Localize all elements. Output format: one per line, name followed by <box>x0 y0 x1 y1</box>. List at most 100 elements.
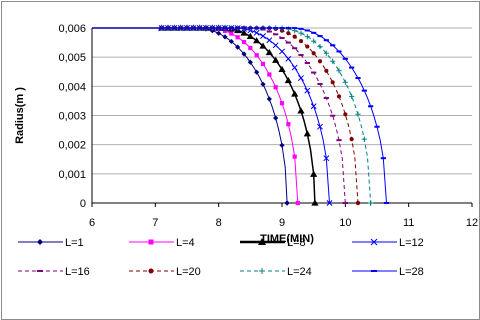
gridlines <box>92 27 472 175</box>
data-point <box>298 38 304 44</box>
data-point <box>383 202 390 204</box>
data-point <box>209 27 215 29</box>
data-point <box>222 28 228 33</box>
data-point <box>285 27 291 29</box>
data-point <box>311 199 319 206</box>
data-point <box>229 31 234 36</box>
data-point <box>368 200 374 206</box>
data-point <box>298 30 304 36</box>
data-point <box>370 238 378 246</box>
x-tick-label: 10 <box>339 217 351 229</box>
data-point <box>222 34 228 40</box>
data-point <box>266 96 272 102</box>
legend-item: L=12 <box>352 237 424 249</box>
data-point <box>342 79 348 85</box>
data-point <box>246 32 254 40</box>
data-point <box>197 27 203 29</box>
data-point <box>323 50 329 56</box>
y-tick-label: 0,004 <box>58 81 86 93</box>
data-point <box>235 44 241 50</box>
data-point <box>248 45 253 51</box>
data-point <box>254 69 260 75</box>
legend-item: L=28 <box>352 266 424 278</box>
data-point <box>241 51 247 57</box>
data-point <box>267 72 272 77</box>
data-point <box>368 105 374 108</box>
data-point <box>303 130 311 137</box>
data-point <box>216 27 222 29</box>
data-point <box>273 27 279 29</box>
data-point <box>317 123 323 130</box>
data-point <box>260 27 266 29</box>
data-point <box>355 77 361 80</box>
data-point <box>298 27 304 30</box>
data-point <box>203 27 209 29</box>
data-point <box>298 75 304 81</box>
data-point <box>159 27 165 29</box>
data-point <box>241 27 247 29</box>
legend-item: L=16 <box>18 266 90 278</box>
data-point <box>254 53 259 58</box>
data-point <box>292 27 298 30</box>
data-point <box>148 268 154 274</box>
y-tick-label: 0,003 <box>58 111 86 123</box>
data-point <box>336 94 342 99</box>
data-point <box>259 268 265 274</box>
legend-item: L=4 <box>129 237 195 249</box>
data-point <box>336 68 342 74</box>
x-tick-label: 8 <box>216 217 222 229</box>
data-point <box>286 31 291 36</box>
data-point <box>317 43 323 50</box>
legend-item: L=24 <box>240 266 312 278</box>
data-point <box>260 33 266 40</box>
x-tick-label: 9 <box>279 217 285 229</box>
data-point <box>165 27 171 29</box>
data-point <box>349 93 355 100</box>
data-point <box>324 68 329 73</box>
data-point <box>292 34 297 39</box>
data-point <box>247 59 253 65</box>
data-point <box>330 44 336 47</box>
data-point <box>148 239 154 245</box>
data-point <box>279 101 285 106</box>
data-point <box>279 48 285 55</box>
legend-item: L=8 <box>240 237 306 249</box>
data-point <box>285 55 292 62</box>
data-point <box>278 65 286 73</box>
data-point <box>304 87 311 94</box>
data-point <box>279 142 285 148</box>
data-point <box>295 200 300 206</box>
data-point <box>265 48 273 56</box>
data-point <box>326 200 333 206</box>
data-point <box>297 107 305 114</box>
data-point <box>330 80 335 85</box>
y-tick-label: 0 <box>80 198 86 210</box>
data-point <box>311 31 317 34</box>
data-point <box>228 27 234 29</box>
legend-label: L=28 <box>399 266 424 278</box>
data-point <box>284 200 290 206</box>
data-point <box>310 103 317 110</box>
data-point <box>260 61 266 67</box>
data-point <box>311 38 317 44</box>
series-line <box>92 27 372 204</box>
data-point <box>37 239 43 245</box>
data-point <box>286 122 291 127</box>
data-point <box>240 29 248 36</box>
data-point <box>184 27 190 29</box>
data-point <box>260 81 266 87</box>
y-tick-label: 0,006 <box>58 23 86 35</box>
data-point <box>361 89 367 92</box>
legend-label: L=12 <box>399 237 424 249</box>
data-point <box>222 27 228 29</box>
data-point <box>258 238 266 245</box>
data-point <box>235 35 240 40</box>
legend-label: L=4 <box>176 237 195 249</box>
data-point <box>305 44 310 49</box>
data-point <box>317 59 323 64</box>
x-tick-label: 7 <box>152 217 158 229</box>
data-point <box>304 34 310 40</box>
data-point <box>292 154 297 159</box>
